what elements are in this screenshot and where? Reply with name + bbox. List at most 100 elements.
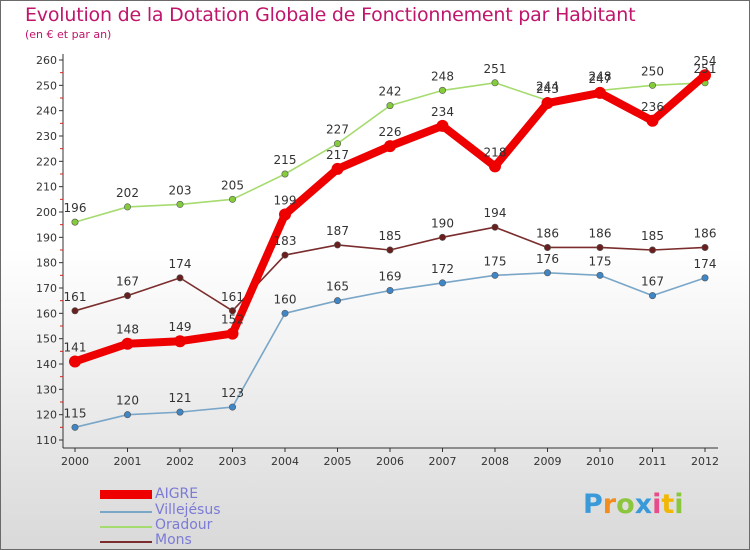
data-point-oradour — [176, 200, 184, 208]
data-label-mons: 174 — [169, 257, 192, 271]
data-point-mons — [491, 223, 499, 231]
data-label-villejesus: 160 — [274, 292, 297, 306]
data-label-oradour: 248 — [589, 69, 612, 83]
y-tick-label: 200 — [36, 206, 57, 219]
data-point-villejesus — [701, 274, 709, 282]
y-tick-label: 150 — [36, 333, 57, 346]
data-point-oradour — [229, 195, 237, 203]
legend-label-aigre: AIGRE — [155, 486, 199, 502]
logo-letter: r — [602, 489, 617, 520]
data-point-aigre — [226, 327, 239, 340]
data-label-villejesus: 172 — [431, 262, 454, 276]
chart-series — [69, 69, 711, 431]
x-tick-label: 2008 — [481, 455, 509, 468]
data-label-villejesus: 165 — [326, 280, 349, 294]
data-label-oradour: 227 — [326, 123, 349, 137]
data-point-villejesus — [229, 403, 237, 411]
data-point-oradour — [438, 86, 446, 94]
logo-letter: x — [634, 489, 653, 520]
data-point-aigre — [174, 335, 186, 348]
data-point-oradour — [491, 79, 499, 87]
logo-letter: t — [661, 489, 675, 520]
data-label-aigre: 148 — [116, 323, 139, 337]
data-label-aigre: 254 — [694, 54, 717, 68]
data-point-mons — [386, 246, 394, 254]
data-label-mons: 186 — [536, 226, 559, 240]
series-line-aigre — [71, 71, 709, 366]
data-point-villejesus — [386, 287, 394, 295]
data-point-villejesus — [124, 411, 132, 419]
data-label-aigre: 217 — [326, 148, 349, 162]
y-tick-label: 210 — [36, 181, 57, 194]
y-tick-label: 130 — [36, 383, 57, 396]
data-point-mons — [71, 307, 79, 315]
chart-axes: 110 120 130 140 150 160 170 180 190 200 210 220 230 2… — [36, 54, 719, 468]
data-label-villejesus: 176 — [536, 252, 559, 266]
x-tick-label: 2006 — [376, 455, 404, 468]
data-point-mons — [648, 246, 656, 254]
data-label-aigre: 218 — [484, 145, 507, 159]
y-tick-label: 220 — [36, 155, 57, 168]
x-tick-label: 2002 — [166, 455, 194, 468]
legend-label-villejesus: Villejésus — [155, 502, 221, 518]
data-point-aigre — [384, 140, 396, 153]
data-point-aigre — [436, 119, 449, 132]
chart-title: Evolution de la Dotation Globale de Fonc… — [25, 4, 636, 26]
data-point-aigre — [279, 208, 291, 221]
data-label-aigre: 141 — [64, 340, 87, 354]
logo-letter: o — [616, 489, 635, 520]
data-point-villejesus — [176, 408, 184, 416]
data-label-aigre: 234 — [431, 105, 454, 119]
data-point-mons — [229, 307, 237, 315]
data-label-mons: 161 — [64, 290, 87, 304]
x-tick-label: 2004 — [271, 455, 299, 468]
data-label-oradour: 248 — [431, 69, 454, 83]
data-point-mons — [176, 274, 184, 282]
data-label-mons: 186 — [589, 226, 612, 240]
x-tick-label: 2009 — [534, 455, 562, 468]
logo-letter: i — [674, 489, 684, 520]
data-point-mons — [333, 241, 341, 249]
data-label-mons: 186 — [694, 226, 717, 240]
x-tick-label: 2007 — [429, 455, 457, 468]
data-point-aigre — [699, 69, 711, 82]
data-label-oradour: 203 — [169, 183, 192, 197]
legend-label-mons: Mons — [155, 532, 192, 548]
data-point-villejesus — [438, 279, 446, 287]
y-tick-label: 120 — [36, 409, 57, 422]
x-tick-label: 2012 — [691, 455, 719, 468]
data-point-oradour — [71, 218, 79, 226]
data-point-oradour — [281, 170, 289, 178]
data-label-oradour: 251 — [484, 62, 507, 76]
data-label-mons: 161 — [221, 290, 244, 304]
x-tick-label: 2011 — [639, 455, 667, 468]
data-label-oradour: 215 — [274, 153, 297, 167]
data-label-aigre: 247 — [589, 72, 612, 86]
data-point-mons — [596, 243, 604, 251]
legend-label-oradour: Oradour — [155, 517, 213, 533]
y-tick-label: 110 — [36, 434, 57, 447]
data-point-oradour — [333, 140, 341, 148]
data-point-mons — [124, 292, 132, 300]
logo-letter: i — [652, 489, 662, 520]
y-tick-label: 250 — [36, 79, 57, 92]
data-label-mons: 190 — [431, 216, 454, 230]
data-point-oradour — [386, 102, 394, 110]
data-label-villejesus: 174 — [694, 257, 717, 271]
data-point-villejesus — [333, 297, 341, 305]
legend-swatch-villejesus — [100, 511, 152, 513]
data-label-oradour: 205 — [221, 178, 244, 192]
data-label-aigre: 226 — [379, 125, 402, 139]
legend-swatch-oradour — [100, 526, 152, 528]
data-point-aigre — [489, 160, 501, 173]
data-point-mons — [281, 251, 289, 259]
y-tick-label: 260 — [36, 54, 57, 67]
data-label-aigre: 149 — [169, 320, 192, 334]
data-label-mons: 187 — [326, 224, 349, 238]
data-label-mons: 167 — [116, 275, 139, 289]
chart-data-labels: 196 202 203 205 215 227 242 248 251 244 248 250 251 1… — [64, 54, 717, 420]
data-point-villejesus — [648, 292, 656, 300]
y-tick-label: 190 — [36, 231, 57, 244]
